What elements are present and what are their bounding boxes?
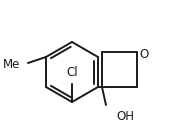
Text: OH: OH bbox=[116, 110, 134, 123]
Text: Me: Me bbox=[3, 59, 20, 72]
Text: O: O bbox=[139, 48, 148, 61]
Text: Cl: Cl bbox=[66, 66, 78, 79]
